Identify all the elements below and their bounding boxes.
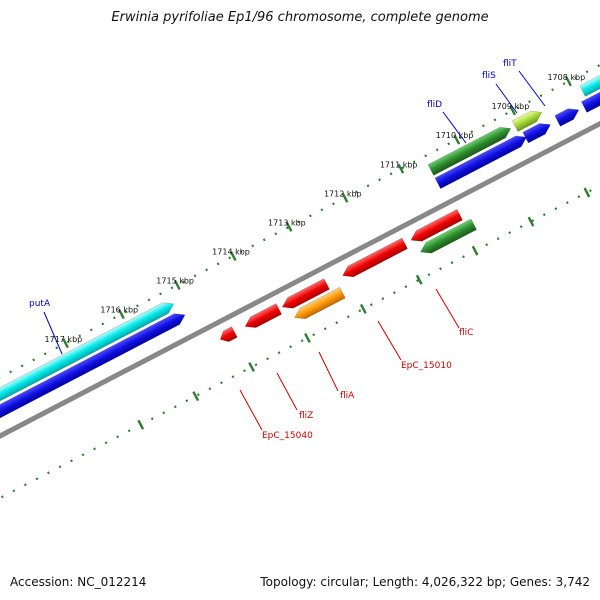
fliD-cds [427,126,512,176]
fliZ-label-leader [276,372,298,411]
EpC_15010-label: EpC_15010 [401,361,452,371]
putA-label: putA [29,299,51,309]
kbp-label: 1716 kbp [100,306,138,315]
major-tick [137,419,145,430]
major-tick [118,309,125,320]
putA-gene [0,313,186,441]
downstream-gene [580,73,600,113]
fliS-cds [511,110,543,132]
fliD-label-leader [442,111,467,144]
fliA-gene [281,278,330,309]
track-layer: 1708 kbp 1709 kbp 1710 kbp 1711 kbp 1712 kbp… [0,37,600,505]
fliA-label-leader [318,351,339,392]
putA-label-leader [43,311,63,355]
major-tick [415,274,423,285]
fliT-gene [554,108,580,127]
genome-track: 1708 kbp 1709 kbp 1710 kbp 1711 kbp 1712 kbp… [0,37,600,505]
tick-row-bottom [0,132,600,505]
fliS-label: fliS [482,71,496,81]
downstream-cds [579,60,600,97]
fliC-label: fliC [459,328,473,338]
fliS-gene [522,123,551,144]
fliC-gene [410,208,463,242]
major-tick [471,245,479,256]
major-tick [565,76,572,87]
genome-summary: Topology: circular; Length: 4,026,322 bp… [260,575,590,589]
chromosome-backbone [0,101,600,457]
kbp-label: 1710 kbp [436,131,474,140]
EpC_15010-gene [342,237,408,278]
accession-label: Accession: NC_012214 [10,575,147,589]
EpC_15040-label: EpC_15040 [262,431,313,441]
map-title: Erwinia pyrifoliae Ep1/96 chromosome, co… [111,10,489,25]
putA-cds [0,302,175,428]
major-tick [192,391,200,402]
fliC-cds [420,218,477,254]
fliS-label-leader [495,83,518,114]
kbp-label: 1717 kbp [45,335,83,344]
EpC_15040-gene [219,326,238,343]
major-tick [248,362,255,373]
fliT-label: fliT [503,59,517,69]
fliZ-gene [244,303,282,328]
major-tick [229,250,237,261]
kbp-label: 1712 kbp [324,189,362,198]
major-tick [583,187,591,198]
major-tick [304,332,311,343]
major-tick [62,338,69,349]
fliA-cds [294,286,346,320]
major-tick [285,221,293,232]
kbp-label: 1709 kbp [492,102,530,111]
fliA-label: fliA [340,391,355,401]
EpC_15040-label-leader [239,389,263,431]
major-tick [341,192,349,203]
fliD-label: fliD [427,100,442,110]
major-tick [359,303,367,314]
kbp-label: 1714 kbp [212,248,250,257]
EpC_15010-label-leader [377,320,402,361]
fliT-label-leader [518,70,546,107]
kbp-label: 1708 kbp [547,73,585,82]
fliD-gene [434,135,527,190]
fliC-label-leader [435,288,460,329]
kbp-label: 1715 kbp [156,277,194,286]
major-tick [453,134,461,145]
major-tick [509,105,517,116]
kbp-label: 1713 kbp [268,218,306,227]
major-tick [527,216,535,227]
fliZ-label: fliZ [299,411,313,421]
major-tick [397,163,405,174]
major-tick [173,280,181,291]
kbp-label: 1711 kbp [380,160,418,169]
